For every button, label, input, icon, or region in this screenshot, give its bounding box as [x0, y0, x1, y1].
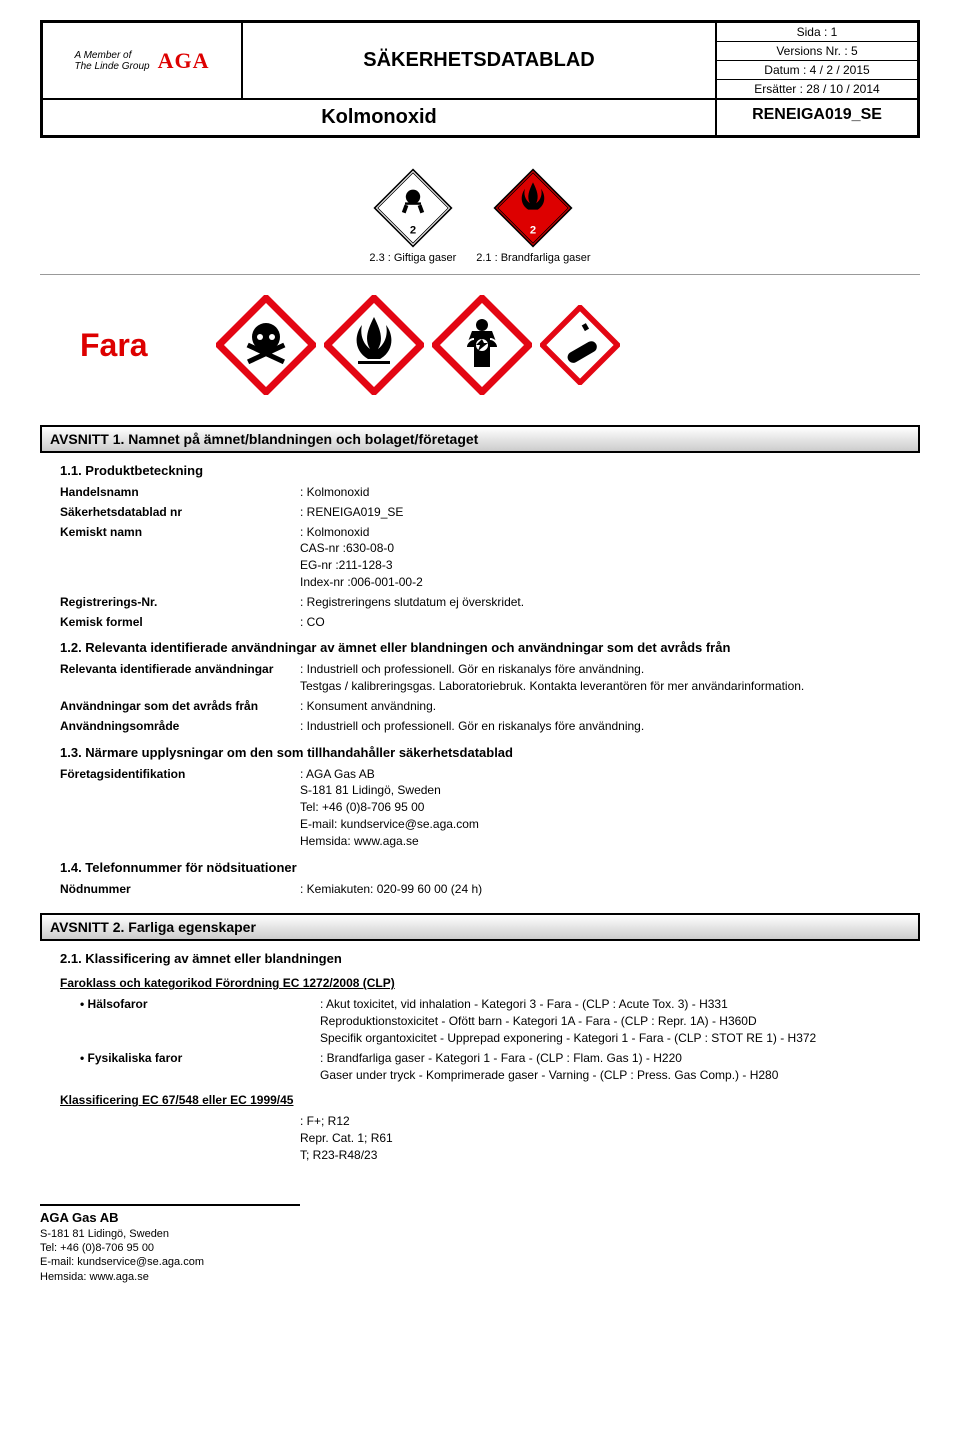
section-1-header: AVSNITT 1. Namnet på ämnet/blandningen o… — [40, 425, 920, 453]
rel-use-text2: Testgas / kalibreringsgas. Laboratoriebr… — [300, 678, 900, 695]
svg-text:2: 2 — [530, 225, 536, 237]
placard-toxic: 2 2.3 : Giftiga gaser — [369, 168, 456, 264]
chem-name-text: Kolmonoxid — [307, 525, 370, 539]
company-name: AGA Gas AB — [306, 767, 375, 781]
aga-logo: AGA — [158, 48, 210, 74]
ghs-gas-cylinder-icon — [540, 305, 620, 385]
physical-hazard-label: • Fysikaliska faror — [80, 1050, 320, 1084]
ghs-flame-icon — [324, 295, 424, 395]
use-area-label: Användningsområde — [60, 718, 300, 735]
ec-v2: Repr. Cat. 1; R61 — [300, 1130, 900, 1147]
advised-against-label: Användningar som det avråds från — [60, 698, 300, 715]
ec-v3: T; R23-R48/23 — [300, 1147, 900, 1164]
footer-web: Hemsida: www.aga.se — [40, 1270, 920, 1284]
placard-flammable: 2 2.1 : Brandfarliga gaser — [476, 168, 590, 264]
doc-title: SÄKERHETSDATABLAD — [363, 49, 594, 72]
formula-label: Kemisk formel — [60, 614, 300, 631]
version-number: Versions Nr. : 5 — [717, 42, 917, 61]
member-text: A Member of The Linde Group — [75, 50, 150, 72]
company-value: AGA Gas AB S-181 81 Lidingö, Sweden Tel:… — [300, 766, 900, 850]
page-footer: AGA Gas AB S-181 81 Lidingö, Sweden Tel:… — [40, 1204, 920, 1284]
member-line2: The Linde Group — [75, 61, 150, 72]
replaces-date: Ersätter : 28 / 10 / 2014 — [717, 80, 917, 98]
company-addr: S-181 81 Lidingö, Sweden — [300, 782, 900, 799]
footer-company: AGA Gas AB — [40, 1210, 920, 1227]
subsection-1-4: 1.4. Telefonnummer för nödsituationer — [60, 860, 900, 875]
placard-flammable-label: 2.1 : Brandfarliga gaser — [476, 252, 590, 264]
chem-name-value: Kolmonoxid CAS-nr :630-08-0 EG-nr :211-1… — [300, 524, 900, 591]
ec-spacer — [60, 1113, 300, 1163]
footer-addr: S-181 81 Lidingö, Sweden — [40, 1227, 920, 1241]
ec-classification-value: : F+; R12 Repr. Cat. 1; R61 T; R23-R48/2… — [300, 1113, 900, 1163]
emergency-label: Nödnummer — [60, 881, 300, 898]
subsection-1-3: 1.3. Närmare upplysningar om den som til… — [60, 745, 900, 760]
meta-cell: Sida : 1 Versions Nr. : 5 Datum : 4 / 2 … — [717, 23, 917, 98]
transport-placards: 2 2.3 : Giftiga gaser 2 2.1 : Brandfarli… — [40, 168, 920, 264]
subsection-2-1: 2.1. Klassificering av ämnet eller bland… — [60, 951, 900, 966]
section-1-content: 1.1. Produktbeteckning HandelsnamnKolmon… — [40, 463, 920, 897]
title-cell: SÄKERHETSDATABLAD — [243, 23, 717, 98]
ec-v1: F+; R12 — [307, 1114, 350, 1128]
advised-against-value: Konsument användning. — [300, 698, 900, 715]
ghs-health-hazard-icon — [432, 295, 532, 395]
reg-no-label: Registrerings-Nr. — [60, 594, 300, 611]
placard-toxic-label: 2.3 : Giftiga gaser — [369, 252, 456, 264]
ghs-row: Fara — [40, 295, 920, 395]
health-v1: Akut toxicitet, vid inhalation - Kategor… — [326, 997, 728, 1011]
member-line1: A Member of — [75, 50, 132, 61]
product-code: RENEIGA019_SE — [717, 98, 917, 135]
company-label: Företagsidentifikation — [60, 766, 300, 850]
logo-cell: A Member of The Linde Group AGA — [43, 23, 243, 98]
subsection-1-2: 1.2. Relevanta identifierade användninga… — [60, 640, 900, 655]
health-hazard-value: Akut toxicitet, vid inhalation - Kategor… — [320, 996, 900, 1046]
cas-number: CAS-nr :630-08-0 — [300, 540, 900, 557]
sds-no-value: RENEIGA019_SE — [300, 504, 900, 521]
toxic-gas-icon: 2 — [373, 168, 453, 248]
health-hazard-label: • Hälsofaror — [80, 996, 320, 1046]
section-2-header: AVSNITT 2. Farliga egenskaper — [40, 913, 920, 941]
svg-text:2: 2 — [410, 225, 416, 237]
company-web: Hemsida: www.aga.se — [300, 833, 900, 850]
company-tel: Tel: +46 (0)8-706 95 00 — [300, 799, 900, 816]
section-2-content: 2.1. Klassificering av ämnet eller bland… — [40, 951, 920, 1163]
ec-heading: Klassificering EC 67/548 eller EC 1999/4… — [60, 1093, 900, 1107]
formula-value: CO — [300, 614, 900, 631]
health-v2: Reproduktionstoxicitet - Ofött barn - Ka… — [320, 1013, 900, 1030]
clp-heading: Faroklass och kategorikod Förordning EC … — [60, 976, 900, 990]
rel-use-value: Industriell och professionell. Gör en ri… — [300, 661, 900, 695]
date: Datum : 4 / 2 / 2015 — [717, 61, 917, 80]
emergency-value: Kemiakuten: 020-99 60 00 (24 h) — [300, 881, 900, 898]
health-v3: Specifik organtoxicitet - Upprepad expon… — [320, 1030, 900, 1047]
document-header: A Member of The Linde Group AGA SÄKERHET… — [40, 20, 920, 138]
phys-v2: Gaser under tryck - Komprimerade gaser -… — [320, 1067, 900, 1084]
rel-use-text1: Industriell och professionell. Gör en ri… — [307, 662, 645, 676]
phys-v1: Brandfarliga gaser - Kategori 1 - Fara -… — [327, 1051, 682, 1065]
footer-tel: Tel: +46 (0)8-706 95 00 — [40, 1241, 920, 1255]
physical-hazard-value: Brandfarliga gaser - Kategori 1 - Fara -… — [320, 1050, 900, 1084]
flammable-gas-icon: 2 — [493, 168, 573, 248]
trade-name-label: Handelsnamn — [60, 484, 300, 501]
chem-name-label: Kemiskt namn — [60, 524, 300, 591]
rel-use-label: Relevanta identifierade användningar — [60, 661, 300, 695]
ghs-skull-icon — [216, 295, 316, 395]
product-name: Kolmonoxid — [43, 98, 717, 135]
trade-name-value: Kolmonoxid — [300, 484, 900, 501]
reg-no-value: Registreringens slutdatum ej överskridet… — [300, 594, 900, 611]
ec-number: EG-nr :211-128-3 — [300, 557, 900, 574]
footer-email: E-mail: kundservice@se.aga.com — [40, 1255, 920, 1269]
separator — [40, 274, 920, 275]
use-area-value: Industriell och professionell. Gör en ri… — [300, 718, 900, 735]
page-number: Sida : 1 — [717, 23, 917, 42]
signal-word: Fara — [80, 327, 148, 364]
index-number: Index-nr :006-001-00-2 — [300, 574, 900, 591]
subsection-1-1: 1.1. Produktbeteckning — [60, 463, 900, 478]
sds-no-label: Säkerhetsdatablad nr — [60, 504, 300, 521]
company-email: E-mail: kundservice@se.aga.com — [300, 816, 900, 833]
